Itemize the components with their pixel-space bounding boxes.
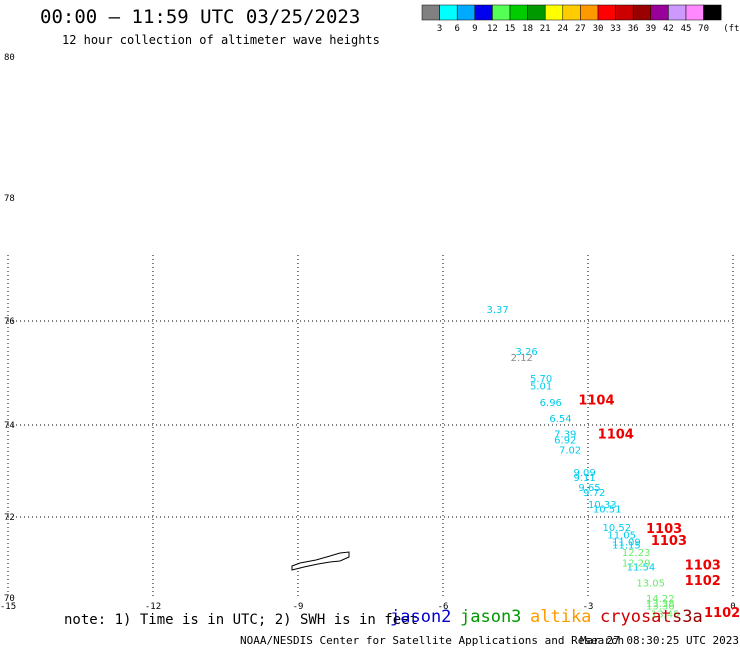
chart-subtitle: 12 hour collection of altimeter wave hei…	[62, 33, 380, 47]
colorbar-swatch	[650, 4, 669, 21]
chart-title: 00:00 — 11:59 UTC 03/25/2023	[40, 6, 361, 28]
data-point-jason2: 9.72	[583, 488, 605, 499]
colorbar-swatch	[668, 4, 687, 21]
colorbar-swatch	[474, 4, 493, 21]
x-tick-label: -6	[438, 602, 449, 612]
legend-jason3: jason3	[460, 607, 522, 627]
colorbar-swatch	[456, 4, 476, 21]
colorbar-swatch	[703, 4, 722, 21]
colorbar-label: 39	[645, 24, 656, 34]
legend-jason2: jason2	[390, 607, 452, 627]
colorbar-label: 70	[698, 24, 709, 34]
data-point-jason3: 12.29	[622, 558, 651, 569]
data-point-pressure: 1103	[646, 522, 682, 537]
data-points: 3.37 3.26 5.705.01 6.96 6.54 7.396.927.02 9.09…	[487, 305, 740, 621]
coastline-shape	[291, 551, 350, 571]
plot-grid	[7, 255, 734, 598]
y-tick-label: 80	[4, 53, 15, 63]
colorbar-swatch	[580, 4, 599, 21]
colorbar-swatch	[632, 4, 652, 21]
data-point-jason2: 9.09	[574, 468, 596, 479]
data-point-jason2: 11.09	[612, 537, 641, 548]
data-point-jason2: 10.52	[603, 523, 632, 534]
data-point-jason2: 11.54	[627, 562, 656, 573]
footer-credit: NOAA/NESDIS Center for Satellite Applica…	[240, 634, 625, 647]
footer-note: note: 1) Time is in UTC; 2) SWH is in fe…	[64, 612, 419, 628]
data-point-jason3: 13.36	[646, 601, 675, 612]
x-tick-label: -12	[145, 602, 161, 612]
data-point-jason2: 7.39	[554, 429, 576, 440]
data-point-jason2: 6.92	[554, 435, 576, 446]
data-point-jason2: 3.37	[487, 305, 509, 316]
legend-cryosat: cryosat	[600, 607, 672, 627]
colorbar-label: 30	[593, 24, 604, 34]
legend-s3a: s3a	[672, 607, 703, 627]
colorbar-label: 27	[575, 24, 586, 34]
y-tick-label: 72	[4, 513, 15, 523]
axis-ticks: -15 -12 -9 -6 -3 0 70 72 74 76 78 80	[0, 53, 736, 612]
colorbar-label: 12	[487, 24, 498, 34]
x-tick-label: -3	[583, 602, 594, 612]
data-point-jason3: 13.38	[646, 599, 675, 610]
y-tick-label: 70	[4, 594, 15, 604]
colorbar-label: 21	[540, 24, 551, 34]
data-point-jason2: 5.70	[530, 374, 552, 385]
colorbar-swatch	[544, 4, 564, 21]
colorbar-label: 9	[472, 24, 477, 34]
colorbar-label: 6	[454, 24, 459, 34]
colorbar-label: 36	[628, 24, 639, 34]
data-point-jason2: 3.26	[516, 347, 538, 358]
data-point-jason2: 10.33	[588, 500, 617, 511]
colorbar-label: 33	[610, 24, 621, 34]
data-point-cryosat: 2.12	[511, 353, 533, 364]
coastline	[291, 551, 350, 571]
data-point-pressure: 1103	[685, 559, 721, 574]
colorbar-unit: (ft)	[723, 24, 740, 34]
colorbar-label: 3	[437, 24, 442, 34]
plot-frame	[10, 0, 735, 605]
colorbar-swatch	[685, 4, 704, 21]
data-point-jason2: 10.51	[593, 504, 622, 515]
colorbar-label: 45	[681, 24, 692, 34]
colorbar-swatch	[492, 4, 511, 21]
y-tick-label: 76	[4, 317, 15, 327]
data-point-jason2: 9.65	[578, 483, 600, 494]
data-point-pressure: 1102	[685, 574, 721, 589]
data-point-jason2: 11.15	[612, 541, 641, 552]
colorbar-swatch	[421, 4, 440, 21]
colorbar-swatch	[615, 4, 634, 21]
data-point-jason3: 12.23	[622, 548, 651, 559]
y-tick-label: 78	[4, 194, 15, 204]
colorbar-label: 15	[505, 24, 516, 34]
data-point-jason2: 6.96	[540, 398, 562, 409]
x-tick-label: 0	[730, 602, 735, 612]
data-point-jason2: 11.05	[607, 530, 636, 541]
colorbar-swatch	[509, 4, 528, 21]
data-point-jason3: 13.05	[636, 579, 665, 590]
colorbar-label: 24	[557, 24, 568, 34]
legend-altika: altika	[530, 607, 592, 627]
data-point-jason2: 6.54	[549, 414, 571, 425]
x-tick-label: -15	[0, 602, 16, 612]
data-point-jason2: 5.01	[530, 382, 552, 393]
colorbar-label: 18	[522, 24, 533, 34]
footer-timestamp: Mar 27 08:30:25 UTC 2023	[580, 634, 739, 647]
data-point-pressure: 1104	[578, 394, 614, 409]
data-point-jason2: 9.11	[574, 473, 596, 484]
data-point-jason3: 13.45	[651, 609, 680, 620]
colorbar-label: 42	[663, 24, 674, 34]
colorbar-swatch	[439, 4, 458, 21]
data-point-pressure: 1104	[598, 427, 634, 442]
y-tick-label: 74	[4, 421, 15, 431]
data-point-pressure: 1103	[651, 534, 687, 549]
colorbar-swatch	[597, 4, 616, 21]
data-point-jason2: 7.02	[559, 446, 581, 457]
colorbar-swatch	[527, 4, 546, 21]
data-point-pressure: 1102	[704, 606, 740, 621]
x-tick-label: -9	[293, 602, 304, 612]
data-point-jason3: 14.22	[646, 594, 675, 605]
colorbar-swatch	[562, 4, 581, 21]
